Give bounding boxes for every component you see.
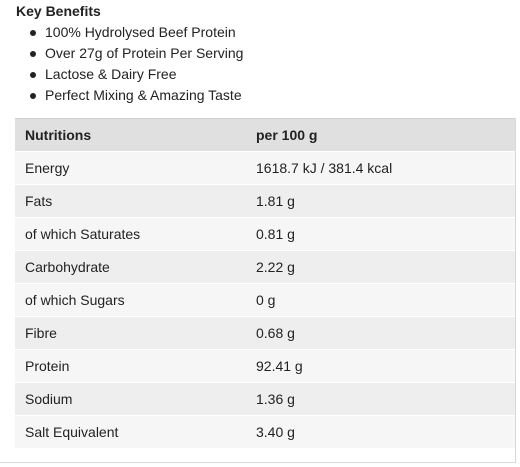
nutrient-value: 2.22 g (256, 259, 295, 275)
nutrient-value: 1.81 g (256, 193, 295, 209)
nutrient-value: 0 g (256, 292, 276, 308)
key-benefits-heading: Key Benefits (16, 3, 101, 19)
nutrient-name: of which Saturates (25, 226, 141, 242)
bullet-icon (30, 30, 36, 36)
table-row: Fibre 0.68 g (15, 317, 515, 350)
nutrient-value: 1.36 g (256, 391, 295, 407)
benefit-label: Lactose & Dairy Free (45, 66, 177, 82)
nutrient-name: Protein (25, 358, 70, 374)
benefit-item: Lactose & Dairy Free (30, 64, 243, 85)
table-row: Salt Equivalent 3.40 g (15, 416, 515, 449)
panel-bottom-border (0, 462, 516, 463)
bullet-icon (30, 93, 36, 99)
key-benefits-list: 100% Hydrolysed Beef Protein Over 27g of… (30, 22, 243, 106)
nutrient-name: Fats (25, 193, 53, 209)
nutrient-name: Salt Equivalent (25, 424, 119, 440)
bullet-icon (30, 51, 36, 57)
panel-right-border (515, 118, 516, 463)
table-row: Carbohydrate 2.22 g (15, 251, 515, 284)
benefit-label: Over 27g of Protein Per Serving (45, 45, 244, 61)
nutrient-name: Sodium (25, 391, 73, 407)
nutrient-name: Carbohydrate (25, 259, 110, 275)
benefit-label: Perfect Mixing & Amazing Taste (45, 87, 242, 103)
nutrient-value: 3.40 g (256, 424, 295, 440)
benefit-item: Over 27g of Protein Per Serving (30, 43, 243, 64)
table-header-row: Nutritions per 100 g (15, 119, 515, 152)
nutrient-name: of which Sugars (25, 292, 125, 308)
nutrient-value: 0.68 g (256, 325, 295, 341)
benefit-item: 100% Hydrolysed Beef Protein (30, 22, 243, 43)
bullet-icon (30, 72, 36, 78)
column-header-nutritions: Nutritions (25, 127, 92, 143)
nutrient-name: Fibre (25, 325, 57, 341)
column-header-per-100g: per 100 g (256, 127, 318, 143)
table-row: Fats 1.81 g (15, 185, 515, 218)
table-row: Protein 92.41 g (15, 350, 515, 383)
nutrient-value: 92.41 g (256, 358, 303, 374)
nutrient-name: Energy (25, 160, 70, 176)
table-row: of which Saturates 0.81 g (15, 218, 515, 251)
nutrient-value: 0.81 g (256, 226, 295, 242)
table-row: of which Sugars 0 g (15, 284, 515, 317)
table-row: Sodium 1.36 g (15, 383, 515, 416)
nutrition-table: Nutritions per 100 g Energy 1618.7 kJ / … (15, 118, 515, 449)
table-row: Energy 1618.7 kJ / 381.4 kcal (15, 152, 515, 185)
benefit-item: Perfect Mixing & Amazing Taste (30, 85, 243, 106)
nutrient-value: 1618.7 kJ / 381.4 kcal (256, 160, 393, 176)
benefit-label: 100% Hydrolysed Beef Protein (45, 24, 236, 40)
